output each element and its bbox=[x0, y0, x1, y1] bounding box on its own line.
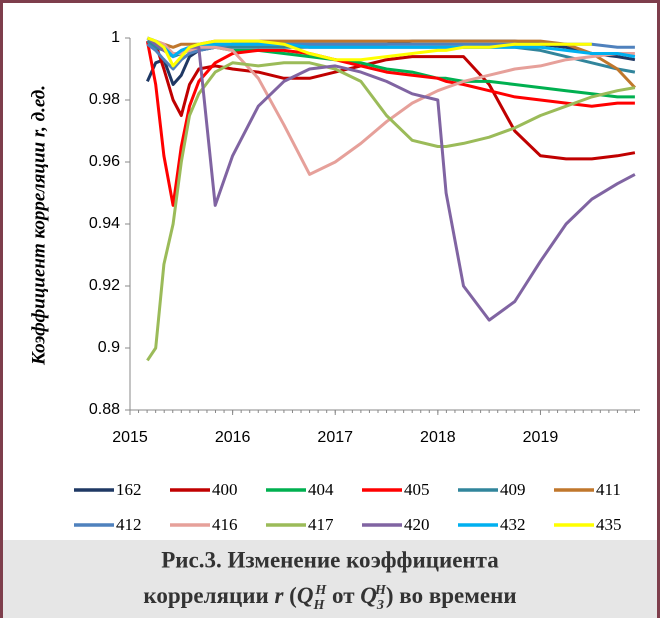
y-tick-label: 1 bbox=[111, 29, 120, 46]
legend-label: 405 bbox=[404, 480, 430, 499]
y-axis-label: Коэффициент корреляции r, д.ед. bbox=[28, 85, 49, 366]
legend-label: 409 bbox=[500, 480, 526, 499]
caption-segment: H bbox=[312, 598, 325, 613]
legend-label: 162 bbox=[116, 480, 142, 499]
caption-box bbox=[1, 540, 659, 618]
series-line bbox=[146, 36, 636, 89]
series-line bbox=[145, 40, 635, 207]
legend-label: 400 bbox=[212, 480, 238, 499]
caption-segment: З bbox=[376, 598, 384, 613]
caption-line1: Рис.3. Изменение коэффициента bbox=[161, 547, 499, 572]
legend-label: 404 bbox=[308, 480, 334, 499]
x-tick-label: 2017 bbox=[317, 429, 353, 446]
legend-label: 420 bbox=[404, 515, 430, 534]
series-line bbox=[146, 61, 636, 362]
legend-label: 411 bbox=[596, 480, 621, 499]
caption-line2: корреляции r (QHH от QЗH) во времени bbox=[143, 583, 516, 613]
y-tick-label: 0.88 bbox=[89, 401, 120, 418]
caption-segment: ( bbox=[283, 583, 296, 608]
y-tick-label: 0.9 bbox=[98, 339, 120, 356]
caption-segment: корреляции bbox=[143, 583, 274, 608]
caption-segment: Q bbox=[360, 583, 377, 608]
x-tick-label: 2018 bbox=[420, 429, 456, 446]
legend-label: 412 bbox=[116, 515, 142, 534]
legend-label: 417 bbox=[308, 515, 334, 534]
x-tick-label: 2015 bbox=[112, 429, 148, 446]
series-line bbox=[146, 36, 592, 68]
caption-segment: r bbox=[274, 583, 284, 608]
caption-segment: H bbox=[374, 583, 387, 598]
x-tick-label: 2019 bbox=[523, 429, 559, 446]
y-tick-label: 0.92 bbox=[89, 277, 120, 294]
y-tick-label: 0.98 bbox=[89, 91, 120, 108]
legend-label: 432 bbox=[500, 515, 526, 534]
caption-segment: от bbox=[326, 583, 360, 608]
series-line bbox=[146, 36, 636, 59]
legend-label: 435 bbox=[596, 515, 622, 534]
x-tick-label: 2016 bbox=[215, 429, 251, 446]
legend-label: 416 bbox=[212, 515, 238, 534]
y-tick-label: 0.96 bbox=[89, 153, 120, 170]
y-tick-label: 0.94 bbox=[89, 215, 120, 232]
caption-segment: H bbox=[314, 583, 327, 598]
caption-segment: Q bbox=[297, 583, 314, 608]
caption-segment: ) во времени bbox=[386, 583, 517, 608]
